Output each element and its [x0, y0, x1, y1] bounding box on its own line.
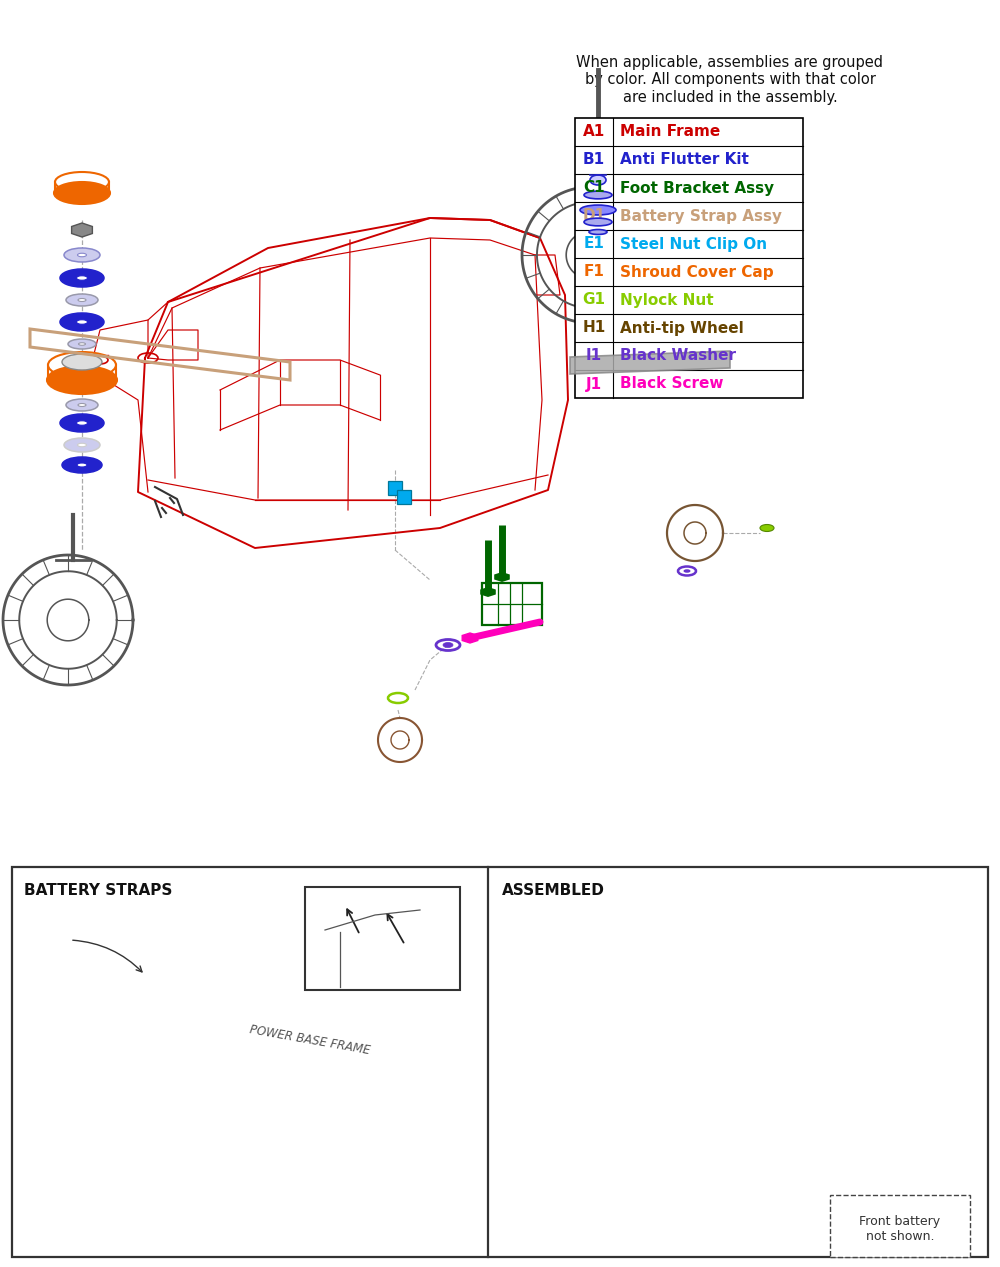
- Ellipse shape: [42, 1017, 82, 1033]
- Ellipse shape: [66, 294, 98, 307]
- Ellipse shape: [60, 313, 104, 331]
- Ellipse shape: [590, 175, 606, 185]
- Bar: [575, 118, 803, 398]
- Ellipse shape: [78, 343, 86, 345]
- Ellipse shape: [42, 1068, 82, 1082]
- Ellipse shape: [798, 1066, 842, 1085]
- Ellipse shape: [47, 366, 117, 394]
- Ellipse shape: [78, 443, 87, 447]
- Text: Front battery
not shown.: Front battery not shown.: [859, 1215, 941, 1243]
- Polygon shape: [30, 887, 290, 938]
- Ellipse shape: [78, 299, 86, 302]
- Ellipse shape: [76, 319, 88, 324]
- Polygon shape: [494, 571, 510, 582]
- Bar: [305, 887, 460, 990]
- Bar: [830, 1195, 970, 1257]
- Text: A1: A1: [583, 124, 605, 139]
- Ellipse shape: [684, 569, 690, 573]
- Text: F1: F1: [584, 265, 604, 280]
- Ellipse shape: [54, 182, 110, 204]
- Text: Battery Strap Assy: Battery Strap Assy: [620, 209, 782, 223]
- Ellipse shape: [589, 229, 607, 234]
- Text: Black Washer: Black Washer: [620, 348, 736, 364]
- Ellipse shape: [62, 457, 102, 473]
- Bar: [397, 490, 411, 504]
- Text: ASSEMBLED: ASSEMBLED: [502, 883, 605, 898]
- Text: Steel Nut Clip On: Steel Nut Clip On: [620, 237, 767, 252]
- Text: E1: E1: [584, 237, 604, 252]
- Text: BATTERY STRAPS: BATTERY STRAPS: [24, 883, 172, 898]
- Ellipse shape: [584, 191, 612, 199]
- Text: Nylock Nut: Nylock Nut: [620, 293, 714, 308]
- Bar: [388, 481, 402, 495]
- Text: Anti-tip Wheel: Anti-tip Wheel: [620, 321, 744, 336]
- Ellipse shape: [760, 525, 774, 531]
- Bar: [590, 915, 800, 1045]
- Polygon shape: [480, 587, 496, 597]
- Ellipse shape: [64, 248, 100, 262]
- Ellipse shape: [580, 205, 616, 215]
- Text: H1: H1: [582, 321, 606, 336]
- Ellipse shape: [76, 421, 88, 426]
- Ellipse shape: [60, 414, 104, 432]
- Ellipse shape: [78, 403, 86, 407]
- Text: POWER BASE FRAME: POWER BASE FRAME: [249, 1022, 371, 1057]
- Ellipse shape: [77, 462, 87, 468]
- Ellipse shape: [60, 269, 104, 288]
- Polygon shape: [72, 223, 92, 237]
- Ellipse shape: [584, 218, 612, 226]
- Text: J1: J1: [586, 376, 602, 392]
- Text: B1: B1: [583, 152, 605, 167]
- Polygon shape: [42, 1025, 82, 1074]
- Text: Black Screw: Black Screw: [620, 376, 724, 392]
- Text: C1: C1: [583, 180, 605, 195]
- Ellipse shape: [62, 353, 102, 370]
- Text: I1: I1: [586, 348, 602, 364]
- Bar: [482, 583, 542, 625]
- Ellipse shape: [443, 642, 453, 647]
- Text: Shroud Cover Cap: Shroud Cover Cap: [620, 265, 774, 280]
- Ellipse shape: [68, 340, 96, 348]
- Text: Foot Bracket Assy: Foot Bracket Assy: [620, 180, 774, 195]
- Text: Anti Flutter Kit: Anti Flutter Kit: [620, 152, 749, 167]
- Text: G1: G1: [582, 293, 606, 308]
- Bar: [12, 867, 988, 1257]
- Polygon shape: [567, 972, 610, 1010]
- Ellipse shape: [64, 438, 100, 452]
- Text: When applicable, assemblies are grouped
by color. All components with that color: When applicable, assemblies are grouped …: [576, 54, 884, 105]
- Ellipse shape: [66, 399, 98, 411]
- Text: D1: D1: [582, 209, 606, 223]
- Polygon shape: [570, 351, 730, 374]
- Text: Main Frame: Main Frame: [620, 124, 720, 139]
- Ellipse shape: [78, 253, 87, 257]
- Polygon shape: [567, 910, 588, 972]
- Ellipse shape: [76, 276, 88, 280]
- Polygon shape: [462, 634, 478, 642]
